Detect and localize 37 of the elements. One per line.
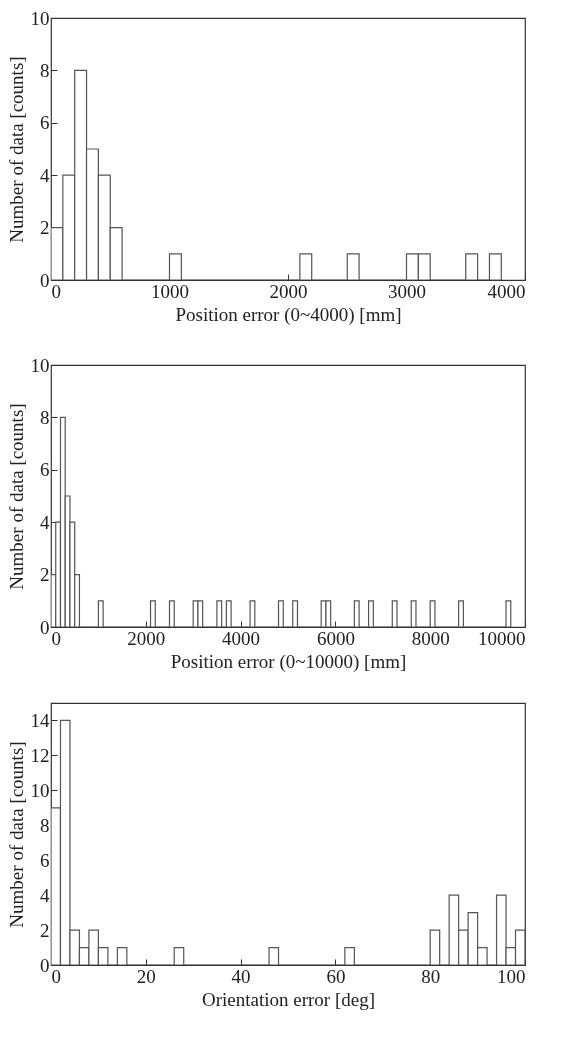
y-tick-label: 10 (30, 7, 50, 29)
y-tick-label: 10 (30, 779, 50, 801)
x-tick-label: 2000 (269, 280, 308, 302)
x-tick-label: 80 (421, 965, 441, 987)
x-tick-label: 8000 (411, 627, 450, 649)
x-tick-label: 4000 (487, 280, 526, 302)
y-axis-title: Number of data [counts] (5, 741, 27, 928)
y-tick-label: 4 (40, 164, 50, 186)
y-tick-label: 2 (40, 919, 50, 941)
y-tick-label: 4 (40, 511, 50, 533)
y-tick-label: 8 (40, 814, 50, 836)
y-tick-label: 6 (40, 459, 50, 481)
y-axis-title: Number of data [counts] (5, 56, 27, 243)
x-tick-label: 10000 (478, 627, 526, 649)
x-tick-label: 1000 (151, 280, 189, 302)
x-tick-label: 20 (136, 965, 156, 987)
x-tick-label: 3000 (388, 280, 426, 302)
y-tick-label: 2 (40, 564, 50, 586)
y-tick-label: 10 (30, 354, 50, 376)
x-tick-label: 6000 (316, 627, 355, 649)
x-axis-title: Orientation error [deg] (201, 988, 376, 1010)
x-tick-label: 60 (326, 965, 346, 987)
x-axis-title: Position error (0~10000) [mm] (170, 650, 407, 673)
x-tick-label: 4000 (222, 627, 261, 649)
x-tick-label: 2000 (127, 627, 166, 649)
y-tick-label: 6 (40, 849, 50, 871)
y-tick-label: 2 (40, 217, 50, 239)
y-tick-label: 8 (40, 406, 50, 428)
x-axis-title: Position error (0~4000) [mm] (175, 303, 402, 326)
y-tick-label: 14 (30, 709, 50, 731)
y-tick-label: 12 (30, 744, 50, 766)
x-tick-label: 40 (231, 965, 251, 987)
y-tick-label: 6 (40, 112, 50, 134)
y-axis-title: Number of data [counts] (5, 403, 27, 590)
x-tick-label: 100 (497, 965, 526, 987)
y-tick-label: 4 (40, 884, 50, 906)
y-tick-label: 8 (40, 59, 50, 81)
